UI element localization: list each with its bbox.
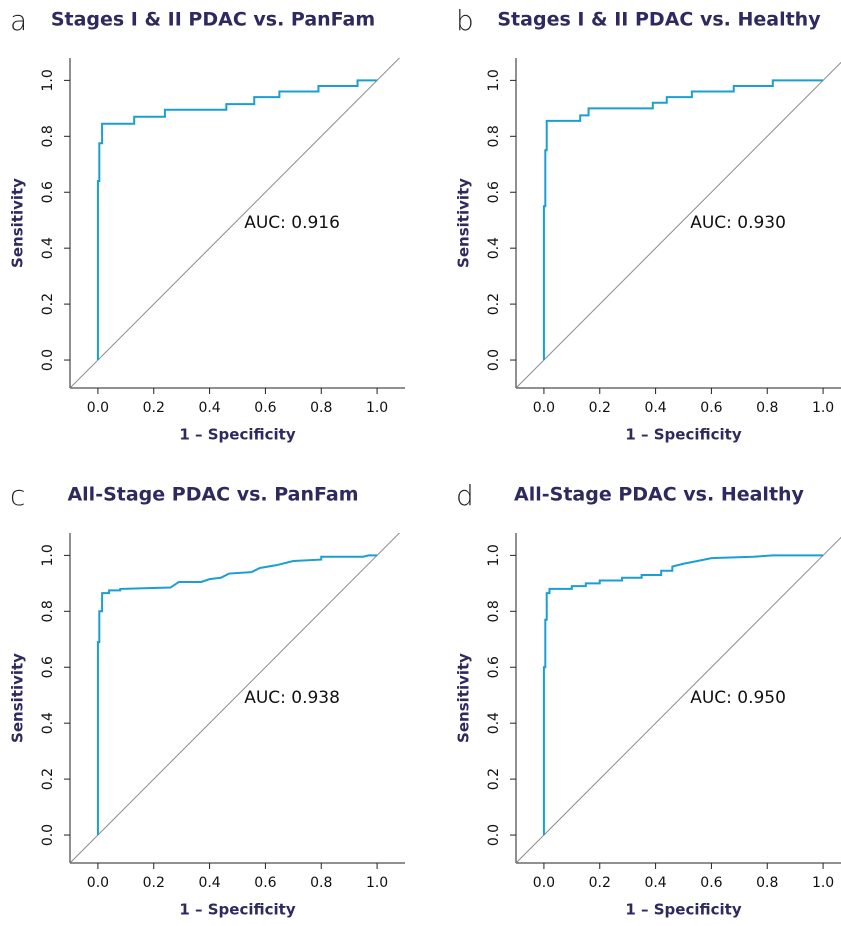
chart-title: Stages I & II PDAC vs. Healthy [497, 9, 821, 31]
x-tick-label: 0.6 [254, 875, 276, 891]
auc-annotation: AUC: 0.930 [690, 213, 786, 233]
y-tick-label: 0.4 [40, 237, 56, 259]
y-tick-label: 0.6 [486, 181, 502, 203]
y-tick-label: 0.4 [486, 237, 502, 259]
panel-label: d [456, 479, 474, 512]
y-tick-label: 0.0 [40, 349, 56, 371]
x-tick-label: 0.0 [87, 400, 109, 416]
x-tick-label: 0.4 [198, 875, 220, 891]
y-tick-label: 0.4 [486, 712, 502, 734]
chart-title: All-Stage PDAC vs. PanFam [67, 484, 358, 506]
x-tick-label: 0.6 [254, 400, 276, 416]
x-tick-label: 0.4 [644, 875, 666, 891]
diagonal-line [70, 52, 405, 388]
x-tick-label: 0.4 [644, 400, 666, 416]
y-tick-label: 0.8 [486, 600, 502, 622]
x-tick-label: 0.4 [198, 400, 220, 416]
y-tick-label: 0.8 [40, 125, 56, 147]
y-tick-label: 0.6 [40, 181, 56, 203]
y-tick-label: 0.8 [486, 125, 502, 147]
x-tick-label: 1.0 [812, 400, 834, 416]
panel-label: a [10, 4, 27, 37]
y-tick-label: 1.0 [40, 544, 56, 566]
auc-annotation: AUC: 0.916 [244, 213, 340, 233]
x-tick-label: 0.2 [143, 400, 165, 416]
y-tick-label: 0.2 [486, 293, 502, 315]
y-tick-label: 0.2 [40, 768, 56, 790]
panel: a Stages I & II PDAC vs. PanFam 0.0 0.2 0.4 0… [9, 4, 406, 444]
panel-label: c [10, 479, 25, 512]
x-tick-label: 0.2 [589, 875, 611, 891]
panel: b Stages I & II PDAC vs. Healthy 0.0 0.2 0.4… [455, 4, 841, 444]
x-tick-label: 0.0 [87, 875, 109, 891]
y-tick-label: 1.0 [486, 544, 502, 566]
x-axis-label: 1 – Specificity [625, 901, 741, 919]
y-tick-label: 1.0 [40, 69, 56, 91]
x-tick-label: 0.6 [700, 875, 722, 891]
x-tick-label: 0.8 [310, 875, 332, 891]
x-tick-label: 0.0 [533, 875, 555, 891]
y-tick-label: 0.0 [486, 349, 502, 371]
chart-title: Stages I & II PDAC vs. PanFam [51, 9, 375, 31]
x-tick-label: 0.6 [700, 400, 722, 416]
x-tick-label: 1.0 [366, 875, 388, 891]
y-tick-label: 0.0 [40, 824, 56, 846]
x-axis-label: 1 – Specificity [179, 901, 295, 919]
y-tick-label: 0.2 [486, 768, 502, 790]
auc-annotation: AUC: 0.938 [244, 688, 340, 708]
x-tick-label: 0.2 [589, 400, 611, 416]
panel: c All-Stage PDAC vs. PanFam 0.0 0.2 0.4 0.6 0.… [9, 479, 406, 919]
y-axis-label: Sensitivity [455, 653, 473, 743]
x-axis-label: 1 – Specificity [625, 426, 741, 444]
y-tick-label: 0.6 [40, 656, 56, 678]
panel-label: b [456, 4, 474, 37]
diagonal-line [516, 527, 841, 863]
panel: d All-Stage PDAC vs. Healthy 0.0 0.2 0.4 0.6 0… [455, 479, 841, 919]
y-tick-label: 0.8 [40, 600, 56, 622]
y-axis-label: Sensitivity [455, 178, 473, 268]
x-tick-label: 0.0 [533, 400, 555, 416]
x-tick-label: 0.8 [756, 400, 778, 416]
auc-annotation: AUC: 0.950 [690, 688, 786, 708]
diagonal-line [516, 52, 841, 388]
x-axis-label: 1 – Specificity [179, 426, 295, 444]
x-tick-label: 0.8 [310, 400, 332, 416]
y-axis-label: Sensitivity [9, 653, 27, 743]
x-tick-label: 0.8 [756, 875, 778, 891]
y-tick-label: 1.0 [486, 69, 502, 91]
x-tick-label: 0.2 [143, 875, 165, 891]
y-tick-label: 0.0 [486, 824, 502, 846]
diagonal-line [70, 527, 405, 863]
x-tick-label: 1.0 [812, 875, 834, 891]
y-tick-label: 0.2 [40, 293, 56, 315]
y-tick-label: 0.4 [40, 712, 56, 734]
y-tick-label: 0.6 [486, 656, 502, 678]
y-axis-label: Sensitivity [9, 178, 27, 268]
x-tick-label: 1.0 [366, 400, 388, 416]
chart-title: All-Stage PDAC vs. Healthy [514, 484, 805, 506]
